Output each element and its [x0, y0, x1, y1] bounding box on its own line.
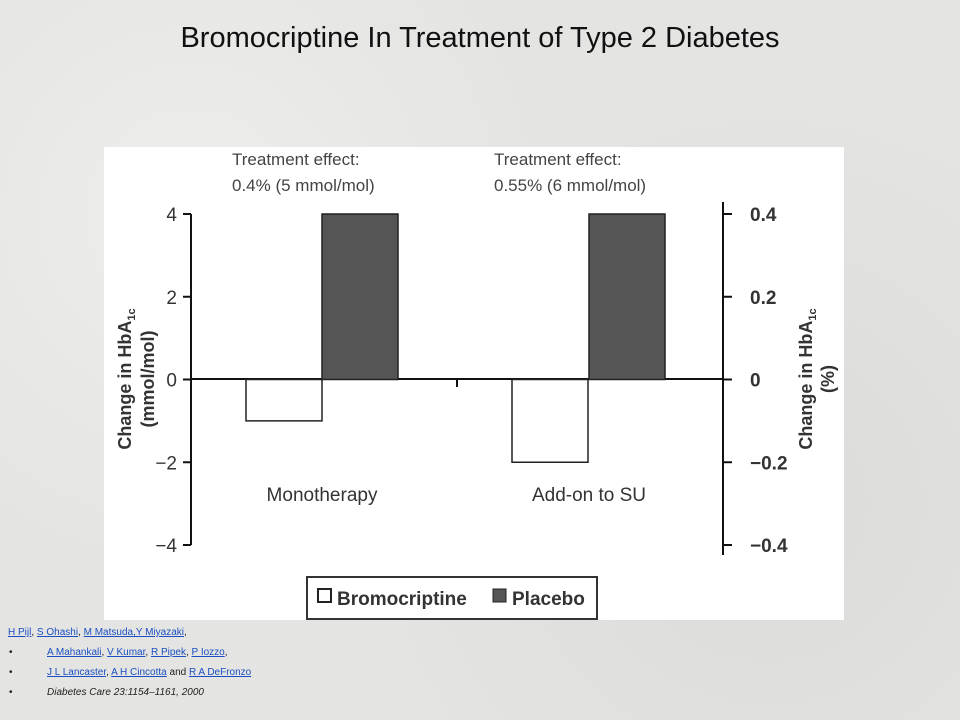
bar-placebo-2 — [588, 213, 666, 381]
reference-authors-2: A Mahankali, V Kumar, R Pipek, P Iozzo, — [8, 647, 708, 667]
author-separator: , — [106, 667, 112, 678]
author-link[interactable]: J L Lancaster — [47, 667, 107, 678]
bar-placebo-1 — [321, 213, 399, 381]
annotation-2-line1: Treatment effect: — [494, 150, 622, 169]
author-link[interactable]: S Ohashi — [36, 627, 79, 638]
legend-swatch-bromocriptine — [317, 588, 332, 603]
legend-box — [306, 576, 598, 620]
author-separator: and — [166, 667, 189, 678]
references: H Pijl, S Ohashi, M Matsuda,Y Miyazaki, … — [8, 627, 708, 707]
right-tick-label: 0.2 — [750, 288, 776, 309]
reference-authors-1: H Pijl, S Ohashi, M Matsuda,Y Miyazaki, — [8, 627, 708, 647]
author-link[interactable]: R A DeFronzo — [188, 667, 252, 678]
category-label-monotherapy: Monotherapy — [267, 485, 378, 506]
left-tick-label: −4 — [155, 536, 177, 557]
left-tick-label: 4 — [166, 205, 177, 226]
left-axis-title: Change in HbA1c — [115, 308, 138, 449]
reference-authors-3: J L Lancaster, A H Cincotta and R A DeFr… — [8, 667, 708, 687]
author-separator: , — [31, 627, 37, 638]
right-tick-label: 0.4 — [750, 205, 777, 226]
author-separator: , — [184, 627, 187, 638]
left-tick-label: 0 — [166, 371, 177, 392]
author-link[interactable]: M Matsuda,Y Miyazaki — [83, 627, 185, 638]
annotation-1-line2: 0.4% (5 mmol/mol) — [232, 176, 375, 195]
category-label-addon: Add-on to SU — [532, 485, 646, 506]
author-separator: , — [185, 647, 192, 658]
right-axis-unit: (%) — [818, 365, 838, 393]
legend-swatch-placebo — [492, 588, 507, 603]
author-separator: , — [145, 647, 151, 658]
author-link[interactable]: A Mahankali — [47, 647, 102, 658]
left-axis-unit: (mmol/mol) — [138, 330, 158, 427]
right-tick-label: −0.2 — [750, 453, 788, 474]
reference-journal-line: Diabetes Care 23:1154–1161, 2000 — [8, 687, 708, 707]
slide-title: Bromocriptine In Treatment of Type 2 Dia… — [180, 22, 780, 54]
legend-label-bromocriptine: Bromocriptine — [337, 589, 467, 610]
author-link[interactable]: P Iozzo — [191, 647, 225, 658]
annotation-2-line2: 0.55% (6 mmol/mol) — [494, 176, 646, 195]
author-separator: , — [78, 627, 84, 638]
bar-bromocriptine-2 — [511, 378, 589, 463]
left-tick-label: −2 — [155, 453, 177, 474]
left-tick-label: 2 — [166, 288, 177, 309]
author-separator: , — [224, 647, 228, 658]
legend-label-placebo: Placebo — [512, 589, 585, 610]
bar-bromocriptine-1 — [245, 378, 323, 422]
right-tick-label: −0.4 — [750, 536, 788, 557]
annotation-1-line1: Treatment effect: — [232, 150, 360, 169]
author-separator: , — [101, 647, 108, 658]
right-axis-title: Change in HbA1c — [796, 308, 819, 449]
author-link[interactable]: H Pijl — [8, 627, 32, 638]
right-tick-label: 0 — [750, 371, 761, 392]
author-link[interactable]: R Pipek — [150, 647, 186, 658]
chart-figure: 4 2 0 −2 −4 0.4 0.2 0 −0.2 −0.4 Treatment effect… — [104, 147, 844, 620]
author-link[interactable]: A H Cincotta — [111, 667, 167, 678]
author-link[interactable]: V Kumar — [107, 647, 146, 658]
chart-svg: 4 2 0 −2 −4 0.4 0.2 0 −0.2 −0.4 Treatment effect… — [115, 150, 838, 620]
reference-journal: Diabetes Care 23:1154–1161, 2000 — [47, 687, 204, 698]
